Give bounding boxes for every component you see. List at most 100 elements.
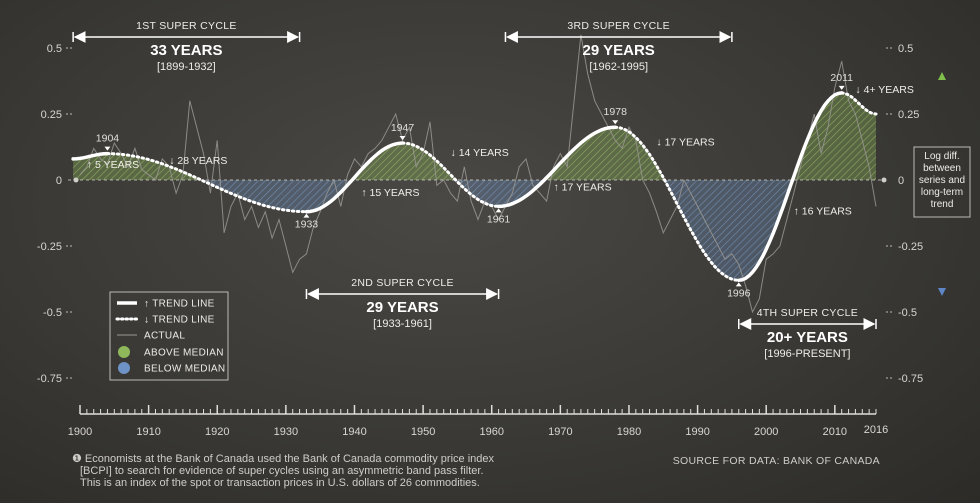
super-cycle-range: [1962-1995] xyxy=(589,61,648,73)
side-up-arrow xyxy=(938,72,946,80)
above-median-area xyxy=(544,127,665,180)
legend-box xyxy=(109,291,229,381)
y-tick-label-left: -0.75 xyxy=(37,373,62,385)
duration-labels: ↑ 5 YEARS ↓ 28 YEARS ↑ 15 YEARS ↓ 14 YEARS ↑… xyxy=(87,84,914,217)
trend-down-segment xyxy=(840,91,878,116)
super-cycle-range: [1899-1932] xyxy=(157,61,216,73)
y-axis-ticks: 0.5 0.5 0.25 0.25 0 0 -0.25 -0.25 -0.5 -0.5 -0.75 -… xyxy=(37,43,923,385)
above-median-area xyxy=(352,143,456,180)
duration-label: ↓ 28 YEARS xyxy=(169,155,227,167)
x-tick-label: 1960 xyxy=(479,426,503,438)
source-note: SOURCE FOR DATA: BANK OF CANADA xyxy=(673,455,880,467)
super-cycle-years: 29 YEARS xyxy=(366,299,438,316)
trend-up-segment xyxy=(737,91,844,283)
y-tick-label-right: 0.5 xyxy=(898,43,913,55)
trend-down-segment xyxy=(105,152,308,214)
peak-marker xyxy=(735,282,742,287)
x-tick-label: 1970 xyxy=(548,426,572,438)
legend: ↑ TREND LINE ↓ TREND LINE ACTUAL ABOVE M… xyxy=(109,291,229,381)
x-tick-label: 1920 xyxy=(205,426,229,438)
peak-labels: 1904 1933 1947 1961 1978 1996 2011 xyxy=(96,72,853,299)
duration-label: ↑ 15 YEARS xyxy=(361,187,419,199)
super-cycle-years: 29 YEARS xyxy=(583,42,655,59)
peak-year-label: 1947 xyxy=(391,122,415,134)
super-cycle: 4TH SUPER CYCLE 20+ YEARS [1996-PRESENT] xyxy=(738,307,877,360)
x-tick-label: 2010 xyxy=(823,426,847,438)
duration-label: ↑ 16 YEARS xyxy=(794,205,852,217)
super-cycle-annotations: 1ST SUPER CYCLE 33 YEARS [1899-1932] 2ND SU… xyxy=(72,20,877,360)
peak-year-label: 1996 xyxy=(727,287,751,299)
super-cycle-range: [1996-PRESENT] xyxy=(764,348,850,360)
x-tick-label: 1940 xyxy=(342,426,366,438)
peak-year-label: 2011 xyxy=(830,72,853,84)
x-tick-label: 1910 xyxy=(136,426,160,438)
side-label-line: series and xyxy=(919,175,965,186)
x-tick-label: 1900 xyxy=(68,426,92,438)
peak-marker xyxy=(495,208,502,213)
trend-series xyxy=(71,91,878,283)
peak-year-label: 1978 xyxy=(604,106,628,118)
super-cycle-years: 33 YEARS xyxy=(150,42,222,59)
trend-up-segment xyxy=(496,125,617,209)
trend-down-segment xyxy=(613,125,741,282)
duration-label: ↑ 5 YEARS xyxy=(87,159,139,171)
y-tick-label-right: 0.25 xyxy=(898,109,919,121)
actual-line xyxy=(79,34,877,314)
footnote-line: This is an index of the spot or transact… xyxy=(80,477,480,489)
zero-marker xyxy=(881,177,887,183)
side-label-line: between xyxy=(923,163,961,174)
side-down-arrow xyxy=(938,288,946,296)
grid xyxy=(66,47,894,379)
y-tick-label-left: 0.5 xyxy=(47,43,62,55)
super-cycle: 1ST SUPER CYCLE 33 YEARS [1899-1932] xyxy=(72,20,301,73)
x-tick-label: 1950 xyxy=(411,426,435,438)
below-median-area xyxy=(201,180,353,212)
peak-year-label: 1904 xyxy=(96,133,120,145)
peak-marker xyxy=(838,85,845,90)
legend-blue-swatch xyxy=(118,362,130,374)
above-median-area xyxy=(73,153,202,180)
super-cycle-label: 1ST SUPER CYCLE xyxy=(136,20,237,32)
side-label-line: Log diff. xyxy=(924,151,959,162)
below-median-area xyxy=(455,180,545,207)
legend-item-above: ABOVE MEDIAN xyxy=(144,348,224,359)
super-cycle-years: 20+ YEARS xyxy=(767,329,848,346)
actual-series xyxy=(79,34,877,314)
trend-down-segment xyxy=(401,141,501,208)
duration-label: ↓ 4+ YEARS xyxy=(855,84,913,96)
side-label-line: long-term xyxy=(921,187,963,198)
legend-item-trend-up: ↑ TREND LINE xyxy=(144,299,215,310)
y-tick-label-right: 0 xyxy=(898,175,904,187)
y-tick-label-right: -0.5 xyxy=(898,307,917,319)
x-tick-label: 1990 xyxy=(685,426,709,438)
x-tick-label: 1980 xyxy=(617,426,641,438)
legend-item-trend-down: ↓ TREND LINE xyxy=(144,315,215,326)
legend-item-actual: ACTUAL xyxy=(144,331,185,342)
peak-marker xyxy=(612,120,619,125)
peak-marker xyxy=(104,146,111,151)
x-end-label: 2016 xyxy=(864,424,888,436)
duration-label: ↓ 14 YEARS xyxy=(451,147,509,159)
peak-marker xyxy=(303,213,310,218)
peak-year-label: 1933 xyxy=(295,219,319,231)
super-cycle-label: 3RD SUPER CYCLE xyxy=(567,20,670,32)
footnote-line: ❶ Economists at the Bank of Canada used … xyxy=(72,453,494,465)
x-tick-label: 2000 xyxy=(754,426,778,438)
super-cycle-label: 2ND SUPER CYCLE xyxy=(351,277,454,289)
y-tick-label-left: -0.25 xyxy=(37,241,62,253)
footnote-line: [BCPI] to search for evidence of super c… xyxy=(80,465,484,477)
side-label-box xyxy=(913,146,971,218)
trend-up-segment xyxy=(304,141,405,214)
y-tick-label-right: -0.25 xyxy=(898,241,923,253)
median-areas xyxy=(73,92,876,281)
legend-green-swatch xyxy=(118,346,130,358)
super-cycle: 2ND SUPER CYCLE 29 YEARS [1933-1961] xyxy=(305,277,500,330)
super-cycle: 3RD SUPER CYCLE 29 YEARS [1962-1995] xyxy=(504,20,733,73)
side-legend: Log diff. between series and long-term t… xyxy=(913,72,971,296)
super-cycle-range: [1933-1961] xyxy=(373,318,432,330)
x-axis: 1900 1910 1920 1930 1940 1950 1960 1970 1980 1990… xyxy=(68,405,888,438)
y-tick-label-left: 0 xyxy=(56,175,62,187)
super-cycle-label: 4TH SUPER CYCLE xyxy=(757,307,858,319)
duration-label: ↓ 17 YEARS xyxy=(656,137,714,149)
